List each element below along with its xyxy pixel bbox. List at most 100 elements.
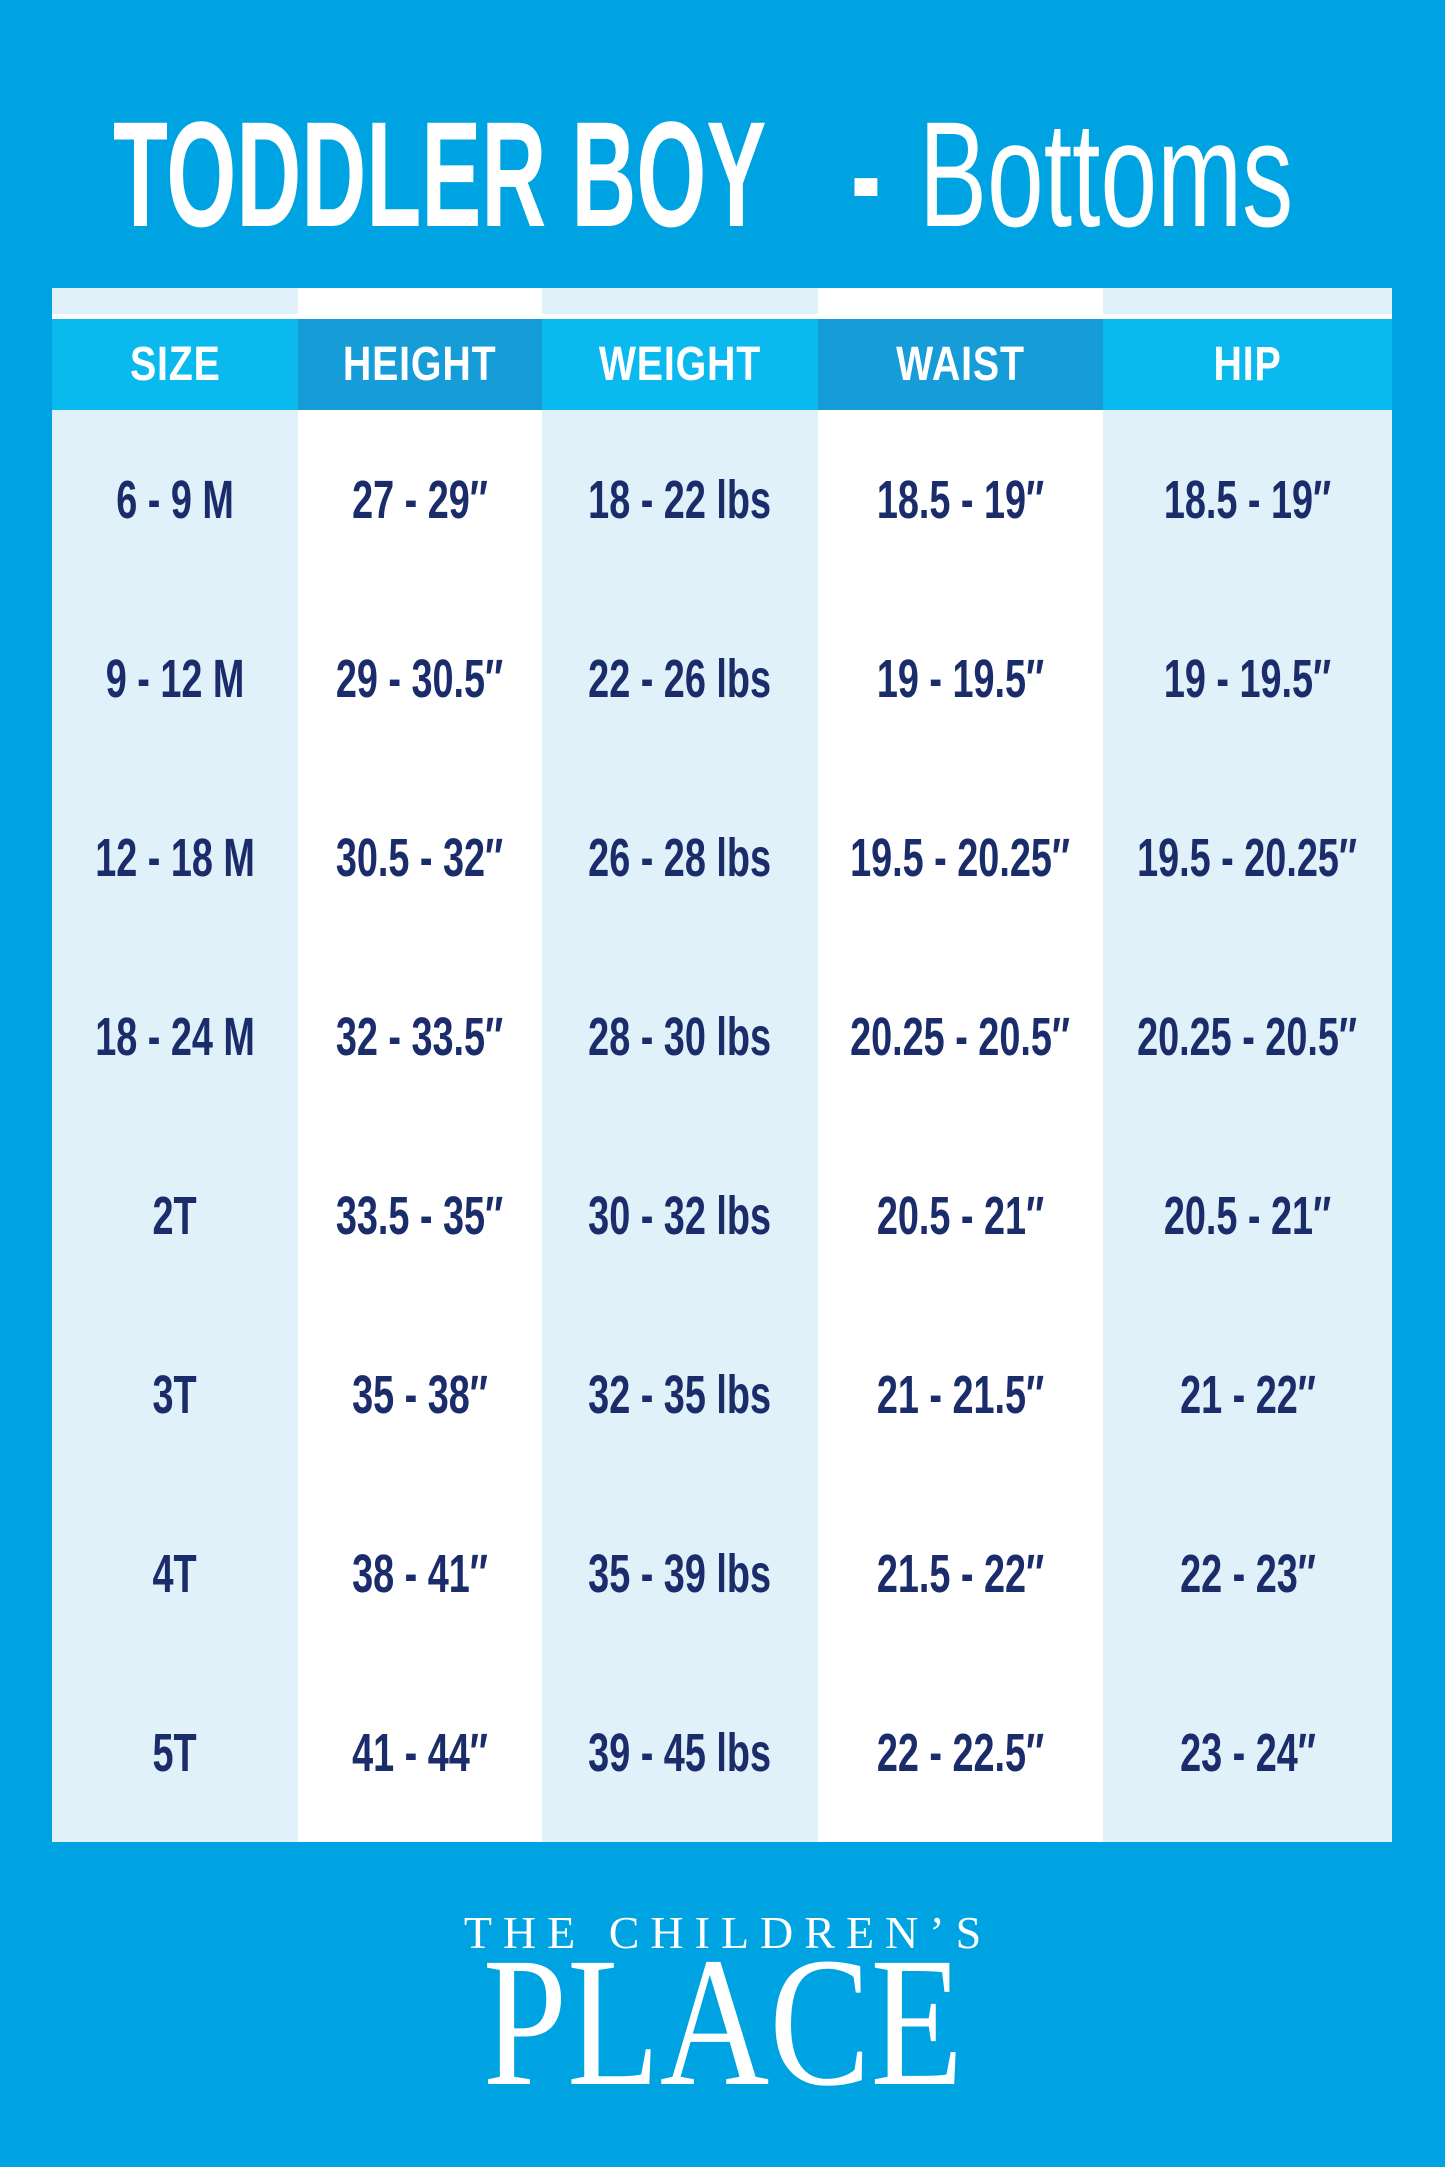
table-row: 12 - 18 M 30.5 - 32″ 26 - 28 lbs 19.5 - …: [52, 768, 1392, 947]
cell-waist: 20.25 - 20.5″: [818, 947, 1103, 1126]
cell-value: 9 - 12 M: [105, 648, 245, 709]
cell-value: 32 - 33.5″: [336, 1006, 504, 1067]
cell-height: 27 - 29″: [298, 410, 542, 589]
cell-value: 27 - 29″: [352, 469, 488, 530]
stripe-cell: [1103, 288, 1392, 314]
cell-value: 32 - 35 lbs: [588, 1364, 772, 1425]
table-row: 5T 41 - 44″ 39 - 45 lbs 22 - 22.5″ 23 - …: [52, 1663, 1392, 1842]
cell-size: 4T: [52, 1484, 298, 1663]
cell-weight: 30 - 32 lbs: [542, 1126, 818, 1305]
page-title-main: TODDLER BOY: [113, 90, 767, 258]
cell-value: 3T: [152, 1364, 198, 1425]
stripe-cell: [298, 288, 542, 314]
cell-waist: 19.5 - 20.25″: [818, 768, 1103, 947]
cell-value: 12 - 18 M: [95, 827, 255, 888]
cell-waist: 22 - 22.5″: [818, 1663, 1103, 1842]
cell-size: 18 - 24 M: [52, 947, 298, 1126]
cell-value: 19.5 - 20.25″: [1137, 827, 1358, 888]
cell-height: 32 - 33.5″: [298, 947, 542, 1126]
column-header-label: WEIGHT: [598, 338, 762, 391]
cell-value: 21 - 21.5″: [876, 1364, 1045, 1425]
cell-waist: 21 - 21.5″: [818, 1305, 1103, 1484]
table-header-row: SIZE HEIGHT WEIGHT WAIST HIP: [52, 314, 1392, 410]
cell-hip: 19.5 - 20.25″: [1103, 768, 1392, 947]
cell-weight: 22 - 26 lbs: [542, 589, 818, 768]
cell-value: 19.5 - 20.25″: [850, 827, 1071, 888]
column-header-label: SIZE: [129, 338, 221, 391]
cell-value: 21 - 22″: [1179, 1364, 1316, 1425]
cell-weight: 35 - 39 lbs: [542, 1484, 818, 1663]
column-header-label: WAIST: [896, 338, 1025, 391]
cell-value: 33.5 - 35″: [336, 1185, 504, 1246]
size-chart-table: SIZE HEIGHT WEIGHT WAIST HIP 6 - 9 M 27 …: [52, 288, 1392, 1842]
cell-value: 19 - 19.5″: [876, 648, 1045, 709]
cell-value: 20.5 - 21″: [1163, 1185, 1332, 1246]
cell-waist: 20.5 - 21″: [818, 1126, 1103, 1305]
cell-value: 22 - 22.5″: [876, 1722, 1045, 1783]
cell-size: 3T: [52, 1305, 298, 1484]
cell-waist: 19 - 19.5″: [818, 589, 1103, 768]
table-row: 18 - 24 M 32 - 33.5″ 28 - 30 lbs 20.25 -…: [52, 947, 1392, 1126]
table-row: 4T 38 - 41″ 35 - 39 lbs 21.5 - 22″ 22 - …: [52, 1484, 1392, 1663]
cell-value: 29 - 30.5″: [336, 648, 504, 709]
table-top-stripe: [52, 288, 1392, 314]
cell-value: 38 - 41″: [352, 1543, 488, 1604]
cell-hip: 19 - 19.5″: [1103, 589, 1392, 768]
cell-size: 6 - 9 M: [52, 410, 298, 589]
cell-weight: 39 - 45 lbs: [542, 1663, 818, 1842]
column-header-height: HEIGHT: [298, 314, 542, 410]
column-header-label: HEIGHT: [343, 338, 497, 391]
cell-size: 2T: [52, 1126, 298, 1305]
cell-hip: 20.5 - 21″: [1103, 1126, 1392, 1305]
cell-height: 33.5 - 35″: [298, 1126, 542, 1305]
brand-logo-text: PLACE: [482, 1920, 963, 2125]
column-header-weight: WEIGHT: [542, 314, 818, 410]
table-row: 2T 33.5 - 35″ 30 - 32 lbs 20.5 - 21″ 20.…: [52, 1126, 1392, 1305]
cell-height: 29 - 30.5″: [298, 589, 542, 768]
cell-height: 41 - 44″: [298, 1663, 542, 1842]
cell-waist: 21.5 - 22″: [818, 1484, 1103, 1663]
cell-value: 22 - 23″: [1179, 1543, 1316, 1604]
cell-weight: 26 - 28 lbs: [542, 768, 818, 947]
brand-logo-wordmark: PLACE: [0, 1930, 1445, 2115]
cell-value: 39 - 45 lbs: [588, 1722, 772, 1783]
cell-hip: 22 - 23″: [1103, 1484, 1392, 1663]
cell-height: 35 - 38″: [298, 1305, 542, 1484]
cell-value: 22 - 26 lbs: [588, 648, 772, 709]
table-row: 9 - 12 M 29 - 30.5″ 22 - 26 lbs 19 - 19.…: [52, 589, 1392, 768]
cell-value: 30 - 32 lbs: [588, 1185, 772, 1246]
cell-size: 12 - 18 M: [52, 768, 298, 947]
cell-weight: 28 - 30 lbs: [542, 947, 818, 1126]
cell-height: 38 - 41″: [298, 1484, 542, 1663]
cell-value: 26 - 28 lbs: [588, 827, 772, 888]
cell-hip: 18.5 - 19″: [1103, 410, 1392, 589]
cell-value: 23 - 24″: [1179, 1722, 1316, 1783]
cell-size: 9 - 12 M: [52, 589, 298, 768]
cell-hip: 23 - 24″: [1103, 1663, 1392, 1842]
table-row: 6 - 9 M 27 - 29″ 18 - 22 lbs 18.5 - 19″ …: [52, 410, 1392, 589]
cell-value: 21.5 - 22″: [876, 1543, 1045, 1604]
cell-value: 18 - 22 lbs: [588, 469, 772, 530]
cell-value: 4T: [152, 1543, 198, 1604]
page-title-subtitle: Bottoms: [919, 90, 1294, 258]
cell-waist: 18.5 - 19″: [818, 410, 1103, 589]
cell-size: 5T: [52, 1663, 298, 1842]
cell-value: 18.5 - 19″: [1163, 469, 1332, 530]
cell-hip: 20.25 - 20.5″: [1103, 947, 1392, 1126]
cell-value: 18 - 24 M: [95, 1006, 255, 1067]
stripe-cell: [52, 288, 298, 314]
brand-name-line: THE CHILDREN’S: [463, 1907, 993, 1958]
table-row: 3T 35 - 38″ 32 - 35 lbs 21 - 21.5″ 21 - …: [52, 1305, 1392, 1484]
cell-value: 6 - 9 M: [116, 469, 234, 530]
cell-value: 20.25 - 20.5″: [1137, 1006, 1358, 1067]
cell-weight: 32 - 35 lbs: [542, 1305, 818, 1484]
cell-value: 20.5 - 21″: [876, 1185, 1045, 1246]
column-header-size: SIZE: [52, 314, 298, 410]
cell-value: 35 - 38″: [352, 1364, 488, 1425]
cell-value: 41 - 44″: [352, 1722, 488, 1783]
column-header-hip: HIP: [1103, 314, 1392, 410]
stripe-cell: [542, 288, 818, 314]
cell-value: 35 - 39 lbs: [588, 1543, 772, 1604]
cell-value: 2T: [152, 1185, 198, 1246]
